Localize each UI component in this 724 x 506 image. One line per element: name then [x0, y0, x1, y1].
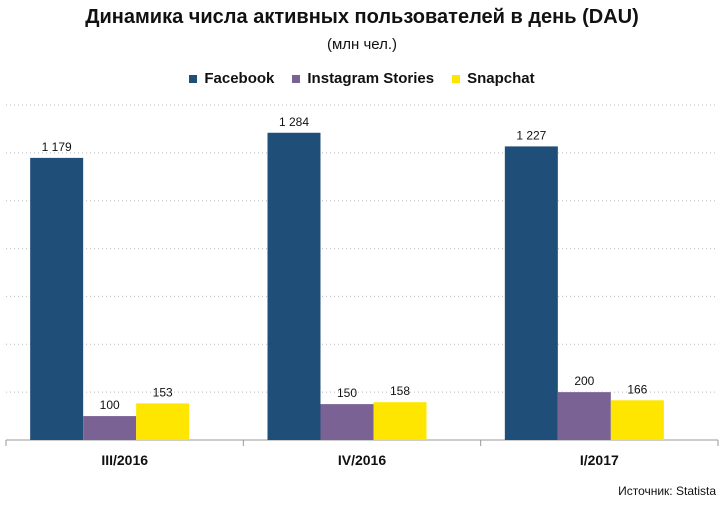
- x-tick-label-3: I/2017: [580, 452, 619, 468]
- data-label-snapchat-3: 166: [627, 382, 647, 396]
- data-label-instagram-stories-1: 100: [100, 398, 120, 412]
- bar-instagram-stories-3: [557, 392, 611, 440]
- chart-subtitle: (млн чел.): [326, 36, 398, 53]
- x-tick-label-2: IV/2016: [338, 452, 386, 468]
- bar-snapchat-2: [373, 402, 427, 440]
- legend-swatch-snapchat: [452, 74, 461, 83]
- legend-item-instagram-stories: Instagram Stories: [292, 70, 434, 87]
- legend-label-facebook: Facebook: [204, 70, 275, 87]
- x-tick-label-1: III/2016: [101, 452, 148, 468]
- data-label-facebook-3: 1 227: [516, 128, 546, 142]
- legend-item-facebook: Facebook: [189, 70, 274, 87]
- data-label-snapchat-2: 158: [390, 384, 410, 398]
- bar-snapchat-1: [136, 403, 190, 440]
- legend-swatch-facebook: [189, 74, 198, 83]
- bar-instagram-stories-1: [83, 416, 137, 440]
- legend-label-snapchat: Snapchat: [467, 70, 535, 87]
- data-label-facebook-2: 1 284: [279, 115, 309, 129]
- data-label-facebook-1: 1 179: [42, 140, 72, 154]
- bar-facebook-1: [30, 157, 84, 440]
- data-label-instagram-stories-2: 150: [337, 386, 357, 400]
- legend-swatch-instagram-stories: [292, 74, 301, 83]
- legend-label-instagram-stories: Instagram Stories: [307, 70, 435, 87]
- bar-facebook-2: [267, 132, 321, 440]
- legend-item-snapchat: Snapchat: [452, 70, 535, 87]
- bar-facebook-3: [504, 146, 558, 440]
- source-note: Источник: Statista: [618, 484, 716, 498]
- data-label-snapchat-1: 153: [153, 385, 173, 399]
- chart-title: Динамика числа активных пользователей в …: [85, 6, 639, 28]
- data-label-instagram-stories-3: 200: [574, 374, 594, 388]
- legend: Facebook Instagram Stories Snapchat: [0, 70, 724, 87]
- bar-instagram-stories-2: [320, 404, 374, 440]
- bar-snapchat-3: [610, 400, 664, 440]
